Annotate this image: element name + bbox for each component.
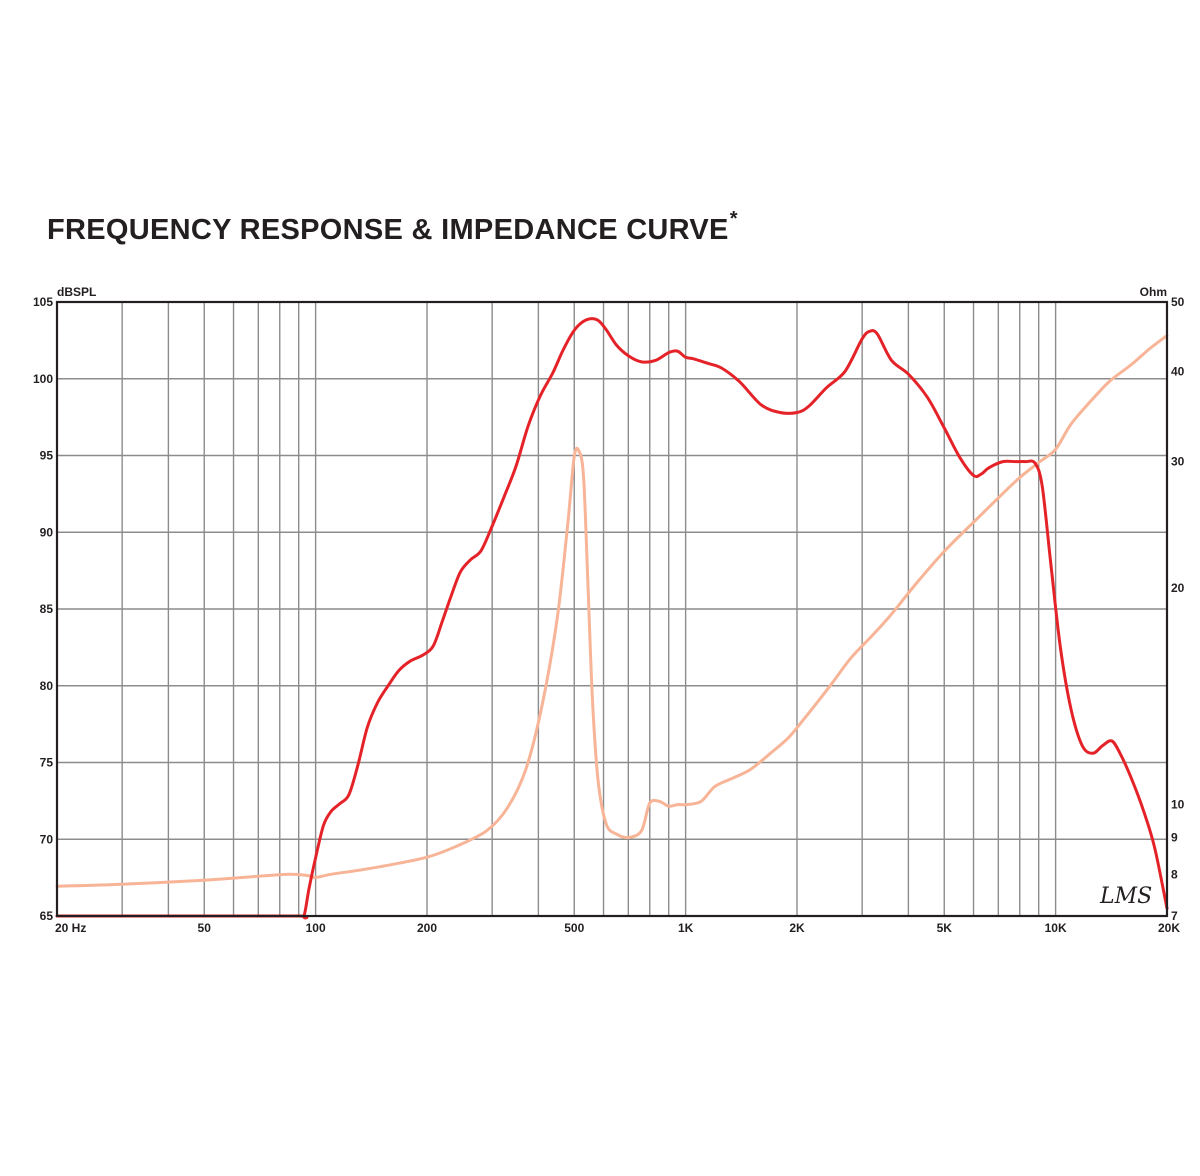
chart-grid xyxy=(57,302,1167,916)
x-tick-label: 20 Hz xyxy=(55,921,86,935)
y-right-tick-label: 20 xyxy=(1171,581,1185,595)
x-tick-label: 50 xyxy=(198,921,212,935)
y-left-tick-label: 105 xyxy=(33,295,53,309)
spl-curve xyxy=(55,317,1169,920)
x-tick-label: 5K xyxy=(937,921,953,935)
y-left-tick-label: 80 xyxy=(40,679,54,693)
x-tick-label: 200 xyxy=(417,921,437,935)
y-left-tick-label: 85 xyxy=(40,602,54,616)
x-tick-label: 10K xyxy=(1045,921,1067,935)
chart-title-text: FREQUENCY RESPONSE & IMPEDANCE CURVE xyxy=(47,214,729,246)
chart-curves xyxy=(55,317,1169,920)
left-axis-unit: dBSPL xyxy=(57,285,96,299)
y-right-tick-label: 7 xyxy=(1171,909,1178,923)
title-asterisk: * xyxy=(729,208,738,230)
y-right-tick-label: 10 xyxy=(1171,798,1185,812)
y-right-tick-label: 8 xyxy=(1171,867,1178,881)
y-left-tick-label: 90 xyxy=(40,525,54,539)
x-tick-label: 20K xyxy=(1158,921,1180,935)
plot-frame xyxy=(55,300,1169,918)
right-axis-unit: Ohm xyxy=(1140,285,1167,299)
y-left-tick-label: 100 xyxy=(33,372,53,386)
y-left-tick-label: 75 xyxy=(40,756,54,770)
y-right-tick-label: 30 xyxy=(1171,455,1185,469)
x-tick-label: 2K xyxy=(789,921,805,935)
y-right-tick-label: 40 xyxy=(1171,365,1185,379)
axis-ticks: 105 100 95 90 85 80 75 70 65 50 40 30 20 10 9 8 7 20 Hz 50… xyxy=(33,295,1185,935)
y-right-tick-label: 50 xyxy=(1171,295,1185,309)
lms-logo: LMS xyxy=(1099,884,1152,909)
chart-title: FREQUENCY RESPONSE & IMPEDANCE CURVE* xyxy=(47,208,738,247)
y-left-tick-label: 70 xyxy=(40,832,54,846)
x-tick-label: 1K xyxy=(678,921,694,935)
y-left-tick-label: 65 xyxy=(40,909,54,923)
impedance-curve xyxy=(55,334,1169,888)
x-tick-label: 100 xyxy=(306,921,326,935)
y-right-tick-label: 9 xyxy=(1171,831,1178,845)
y-left-tick-label: 95 xyxy=(40,449,54,463)
x-tick-label: 500 xyxy=(564,921,584,935)
